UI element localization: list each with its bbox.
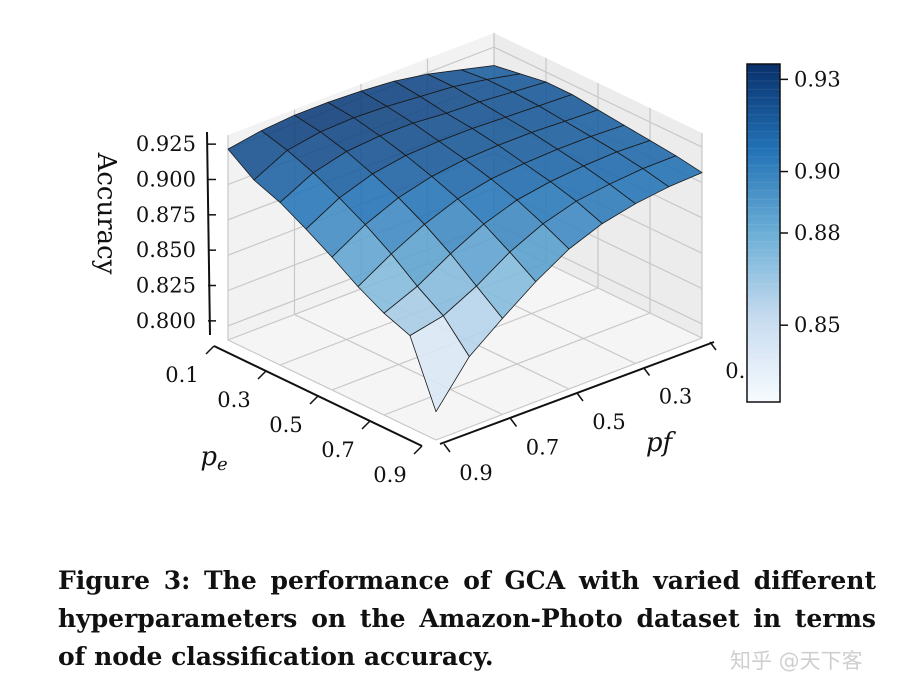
tick-label-z: 0.875 [136, 203, 196, 227]
axis-label-z: Accuracy [91, 152, 121, 275]
tick-label-pe: 0.5 [269, 413, 302, 437]
axis-lines [205, 131, 717, 455]
tick-mark-pf [443, 443, 451, 453]
grid-pe [435, 133, 703, 441]
tick-mark-pf [709, 341, 717, 351]
tick-label-z: 0.800 [136, 309, 196, 333]
tick-mark-pe [413, 445, 423, 455]
axis-label-pf: pf [646, 428, 677, 458]
surface-cell [409, 315, 470, 413]
tick-label-pe: 0.1 [165, 363, 198, 387]
tick-mark-pe [361, 420, 371, 430]
tick-label-z: 0.925 [136, 132, 196, 156]
colorbar-gradient [746, 63, 781, 403]
tick-label-pf: 0.7 [526, 436, 559, 460]
tick-label-pf: 0.3 [659, 385, 692, 409]
surface-chart: 0.10.30.50.70.90.10.30.50.70.90.8000.825… [91, 33, 841, 487]
tick-label-pf: 0.5 [592, 410, 625, 434]
tick-label-z: 0.900 [136, 168, 196, 192]
tick-mark-pe [257, 370, 267, 380]
tick-mark-pe [309, 395, 319, 405]
colorbar-tick-label: 0.90 [794, 160, 841, 184]
tick-label-pf: 0.9 [459, 461, 492, 485]
tick-label-pe: 0.3 [217, 388, 250, 412]
watermark: 知乎 @天下客 [730, 649, 863, 673]
colorbar-tick-label: 0.85 [794, 313, 841, 337]
grid-pf [227, 135, 437, 441]
tick-label-pe: 0.7 [321, 438, 354, 462]
colorbar-tick-label: 0.88 [794, 221, 841, 245]
colorbar: 0.85 0.88 0.90 0.93 [746, 63, 841, 403]
colorbar-tick-label: 0.93 [794, 67, 841, 91]
tick-mark-pf [509, 418, 518, 427]
tick-mark-pf [642, 367, 651, 376]
tick-mark-pf [576, 392, 584, 402]
axis-z [206, 131, 211, 336]
axis-label-pe: pe [200, 442, 227, 475]
tick-label-z: 0.850 [136, 238, 196, 262]
tick-label-pe: 0.9 [373, 463, 406, 487]
tick-label-z: 0.825 [136, 274, 196, 298]
tick-mark-pe [205, 345, 215, 355]
surface [227, 65, 703, 413]
figure-caption: Figure 3: The performance of GCA with va… [58, 566, 876, 671]
